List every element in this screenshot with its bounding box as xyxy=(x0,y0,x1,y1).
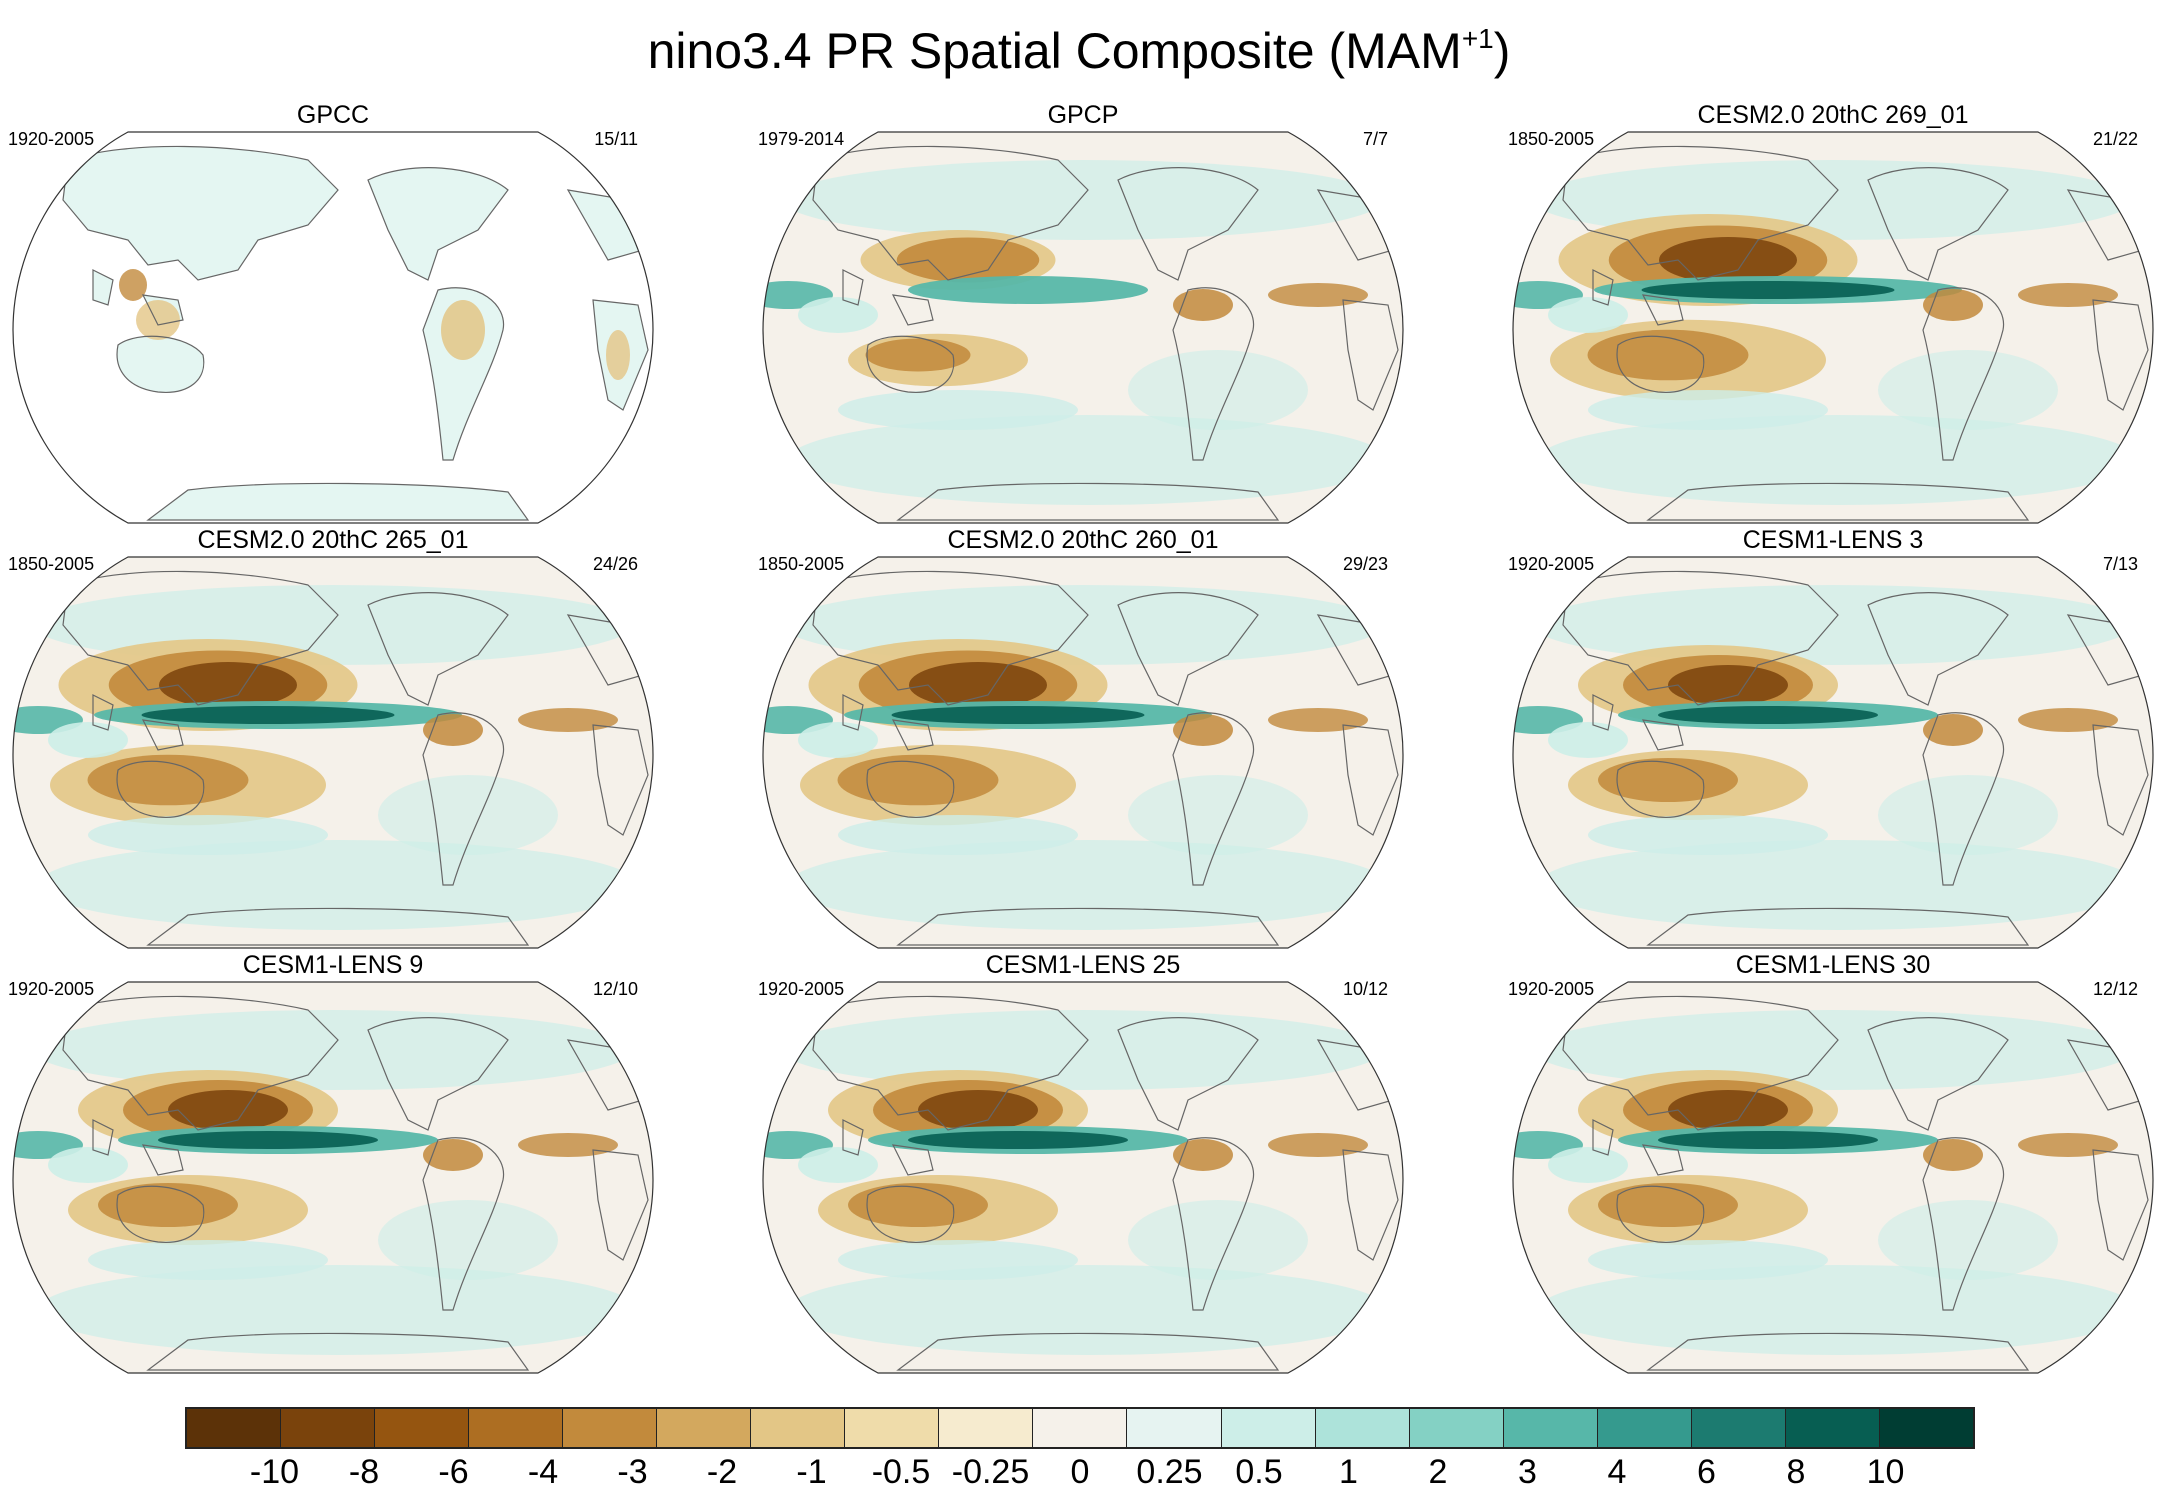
colorbar-cell xyxy=(1691,1409,1786,1447)
panel-period: 1920-2005 xyxy=(758,979,845,999)
colorbar-cell xyxy=(1127,1409,1222,1447)
panel-count: 7/13 xyxy=(2102,554,2138,574)
panel-title: CESM2.0 20thC 269_01 xyxy=(1697,101,1969,129)
precip-map xyxy=(762,556,1404,949)
colorbar-tick-label: -0.25 xyxy=(951,1453,1030,1491)
panel-title: CESM1-LENS 9 xyxy=(242,951,424,979)
colorbar-tick-label: -1 xyxy=(796,1453,827,1491)
colorbar-cell xyxy=(1879,1409,1973,1447)
precip-map xyxy=(762,981,1404,1374)
map-panel-cesm2-265: CESM2.0 20thC 265_01 1850-2005 24/26 xyxy=(8,525,658,950)
panel-title: CESM1-LENS 30 xyxy=(1735,951,1931,979)
colorbar-tick-label: 10 xyxy=(1866,1453,1905,1491)
colorbar-tick-label: 3 xyxy=(1518,1453,1537,1491)
colorbar-tick-label: -2 xyxy=(706,1453,738,1491)
colorbar-cell xyxy=(1597,1409,1692,1447)
panel-title: GPCP xyxy=(1047,101,1119,129)
panel-title: CESM1-LENS 3 xyxy=(1742,526,1924,554)
colorbar-tick-label: 0.25 xyxy=(1136,1453,1203,1491)
colorbar-cell xyxy=(281,1409,376,1447)
colorbar-cell xyxy=(375,1409,470,1447)
panel-period: 1920-2005 xyxy=(8,129,95,149)
panel-title: CESM1-LENS 25 xyxy=(985,951,1181,979)
map-panel-cesm1-lens-30: CESM1-LENS 30 1920-2005 12/12 xyxy=(1508,950,2158,1375)
colorbar-tick-label: 0.5 xyxy=(1235,1453,1283,1491)
colorbar-tick-label: -3 xyxy=(617,1453,648,1491)
panel-period: 1850-2005 xyxy=(1508,129,1595,149)
colorbar-cell xyxy=(1033,1409,1128,1447)
panel-title: CESM2.0 20thC 260_01 xyxy=(947,526,1219,554)
colorbar-tick-label: 0 xyxy=(1070,1453,1090,1491)
panel-count: 15/11 xyxy=(594,129,638,149)
colorbar-cell xyxy=(1315,1409,1410,1447)
colorbar xyxy=(185,1407,1975,1449)
panel-count: 10/12 xyxy=(1342,979,1388,999)
panel-count: 29/23 xyxy=(1342,554,1388,574)
precip-map xyxy=(12,556,654,949)
colorbar-cell xyxy=(1409,1409,1504,1447)
colorbar-tick-label: -4 xyxy=(527,1453,559,1491)
colorbar-tick-label: -6 xyxy=(438,1453,469,1491)
title-closing: ) xyxy=(1493,23,1511,79)
figure-title: nino3.4 PR Spatial Composite (MAM+1) xyxy=(0,8,2158,82)
colorbar-cell xyxy=(845,1409,940,1447)
colorbar-cell xyxy=(751,1409,846,1447)
panel-count: 24/26 xyxy=(592,554,638,574)
colorbar-tick-label: -0.5 xyxy=(871,1453,931,1491)
map-panel-gpcc: GPCC 1920-2005 15/11 xyxy=(8,100,658,525)
panel-period: 1920-2005 xyxy=(1508,554,1595,574)
panel-count: 12/12 xyxy=(2092,979,2138,999)
title-text: nino3.4 PR Spatial Composite (MAM xyxy=(647,23,1462,79)
panel-period: 1850-2005 xyxy=(758,554,845,574)
map-panel-cesm1-lens-3: CESM1-LENS 3 1920-2005 7/13 xyxy=(1508,525,2158,950)
colorbar-cell xyxy=(939,1409,1034,1447)
map-panel-gpcp: GPCP 1979-2014 7/7 xyxy=(758,100,1408,525)
precip-map xyxy=(1512,131,2154,524)
precip-map xyxy=(12,131,654,524)
colorbar-tick-label: 8 xyxy=(1786,1453,1806,1491)
map-panel-cesm2-269: CESM2.0 20thC 269_01 1850-2005 21/22 xyxy=(1508,100,2158,525)
precip-map xyxy=(12,981,654,1374)
colorbar-cell xyxy=(1503,1409,1598,1447)
panel-period: 1850-2005 xyxy=(8,554,95,574)
colorbar-tick-label: 1 xyxy=(1339,1453,1358,1491)
panel-count: 7/7 xyxy=(1362,129,1388,149)
map-panel-cesm1-lens-9: CESM1-LENS 9 1920-2005 12/10 xyxy=(8,950,658,1375)
colorbar-cell xyxy=(1785,1409,1880,1447)
map-panel-cesm1-lens-25: CESM1-LENS 25 1920-2005 10/12 xyxy=(758,950,1408,1375)
colorbar-cell xyxy=(469,1409,564,1447)
panel-count: 12/10 xyxy=(592,979,638,999)
colorbar-cell xyxy=(657,1409,752,1447)
colorbar-tick-label: 4 xyxy=(1607,1453,1627,1491)
precip-map xyxy=(1512,556,2154,949)
precip-map xyxy=(1512,981,2154,1374)
title-superscript: +1 xyxy=(1461,23,1494,54)
panel-period: 1920-2005 xyxy=(8,979,95,999)
colorbar-tick-label: 6 xyxy=(1697,1453,1716,1491)
colorbar-cell xyxy=(563,1409,658,1447)
precip-map xyxy=(762,131,1404,524)
panel-title: GPCC xyxy=(296,101,370,129)
panel-period: 1920-2005 xyxy=(1508,979,1595,999)
panel-title: CESM2.0 20thC 265_01 xyxy=(197,526,469,554)
colorbar-tick-label: -10 xyxy=(249,1453,300,1491)
panel-count: 21/22 xyxy=(2092,129,2138,149)
colorbar-labels: -10 -8 -6 -4 -3 -2 -1 -0.5 -0.25 0 0.25 0.5 1 2 3 4 6 8 10 xyxy=(185,1452,1975,1496)
panel-period: 1979-2014 xyxy=(758,129,845,149)
colorbar-cell xyxy=(1221,1409,1316,1447)
map-panel-cesm2-260: CESM2.0 20thC 260_01 1850-2005 29/23 xyxy=(758,525,1408,950)
colorbar-tick-label: -8 xyxy=(348,1453,380,1491)
colorbar-cell xyxy=(187,1409,282,1447)
colorbar-tick-label: 2 xyxy=(1428,1453,1448,1491)
